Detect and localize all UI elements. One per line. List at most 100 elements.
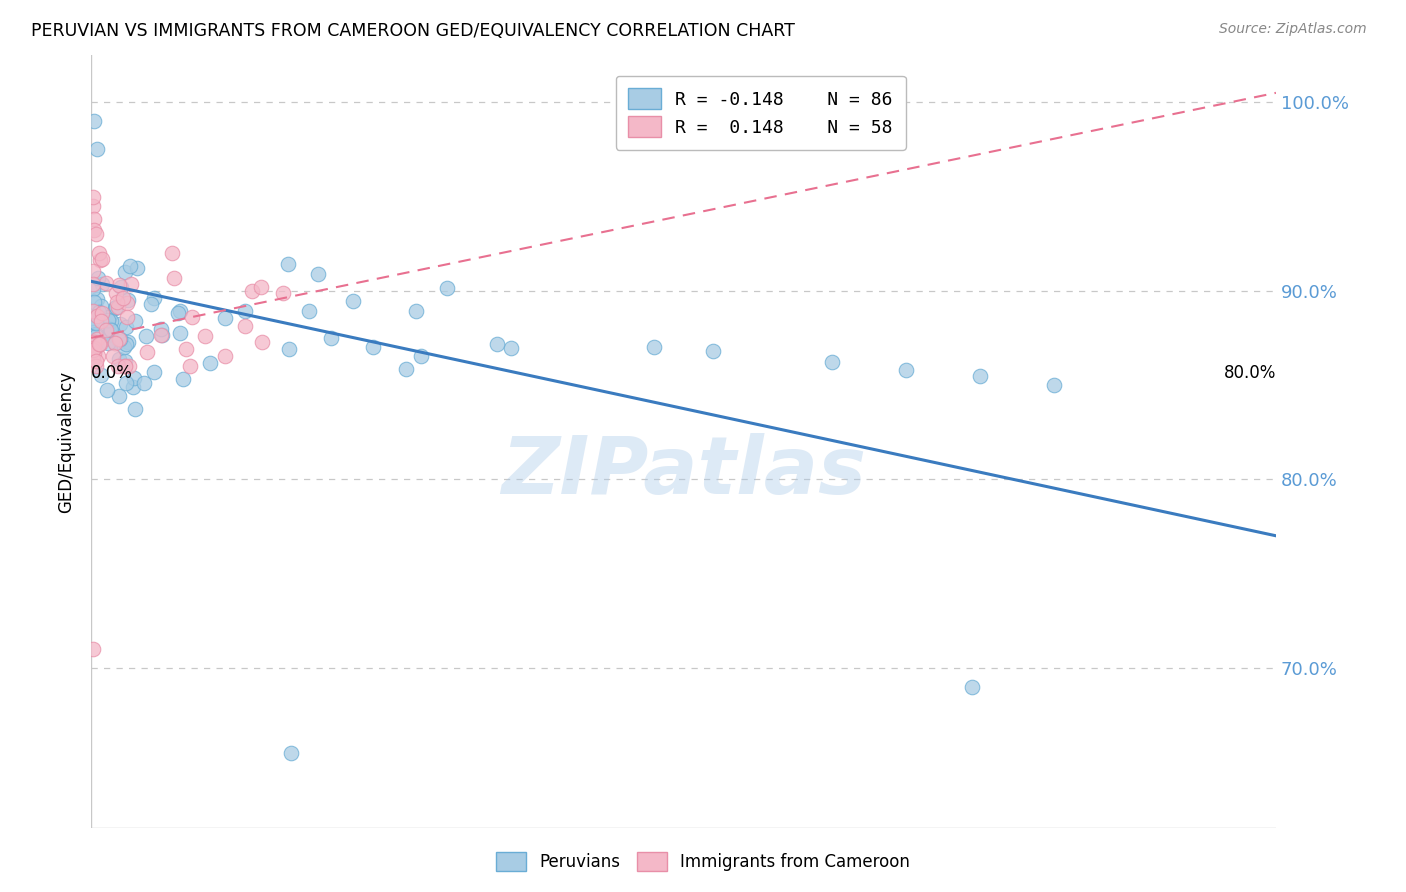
- Point: [82, 303, 104, 318]
- Point: [82, 343, 104, 357]
- Point: [150, 328, 173, 343]
- Text: PERUVIAN VS IMMIGRANTS FROM CAMEROON GED/EQUIVALENCY CORRELATION CHART: PERUVIAN VS IMMIGRANTS FROM CAMEROON GED…: [31, 22, 794, 40]
- Point: [94, 276, 117, 290]
- Point: [114, 359, 136, 373]
- Point: [124, 314, 146, 328]
- Point: [169, 326, 191, 340]
- Point: [179, 359, 201, 373]
- Point: [111, 291, 134, 305]
- Point: [214, 310, 236, 325]
- Point: [115, 319, 138, 334]
- Point: [150, 322, 173, 336]
- Legend: Peruvians, Immigrants from Cameroon: Peruvians, Immigrants from Cameroon: [488, 843, 918, 880]
- Point: [105, 286, 128, 301]
- Point: [84, 316, 107, 330]
- Point: [82, 341, 104, 355]
- Point: [104, 301, 127, 316]
- Point: [181, 310, 204, 324]
- Point: [117, 293, 139, 308]
- Point: [405, 303, 427, 318]
- Point: [83, 341, 105, 355]
- Point: [115, 337, 138, 351]
- Point: [105, 300, 128, 314]
- Point: [969, 368, 991, 383]
- Point: [89, 305, 111, 319]
- Point: [169, 304, 191, 318]
- Point: [307, 267, 329, 281]
- Point: [114, 353, 136, 368]
- Point: [176, 342, 198, 356]
- Point: [233, 318, 256, 333]
- Point: [135, 345, 157, 359]
- Point: [97, 327, 120, 342]
- Point: [83, 334, 105, 349]
- Point: [87, 349, 110, 363]
- Point: [90, 314, 112, 328]
- Point: [160, 246, 183, 260]
- Point: [110, 279, 132, 293]
- Point: [112, 340, 135, 354]
- Point: [83, 346, 105, 360]
- Point: [277, 343, 299, 357]
- Point: [84, 227, 107, 242]
- Point: [101, 349, 124, 363]
- Point: [436, 281, 458, 295]
- Point: [86, 328, 108, 343]
- Point: [82, 277, 104, 292]
- Point: [172, 372, 194, 386]
- Text: 0.0%: 0.0%: [91, 364, 134, 383]
- Point: [1043, 378, 1066, 392]
- Point: [124, 401, 146, 416]
- Point: [117, 335, 139, 350]
- Point: [298, 303, 321, 318]
- Point: [87, 270, 110, 285]
- Point: [198, 355, 221, 369]
- Point: [280, 746, 302, 760]
- Point: [194, 329, 217, 343]
- Point: [83, 212, 105, 227]
- Point: [235, 304, 257, 318]
- Text: 80.0%: 80.0%: [1223, 364, 1277, 383]
- Point: [342, 294, 364, 309]
- Point: [96, 383, 118, 397]
- Point: [395, 362, 418, 376]
- Point: [97, 313, 120, 327]
- Point: [84, 359, 107, 373]
- Point: [89, 252, 111, 267]
- Point: [83, 223, 105, 237]
- Point: [104, 335, 127, 350]
- Point: [82, 352, 104, 367]
- Point: [82, 305, 104, 319]
- Text: ZIPatlas: ZIPatlas: [501, 434, 866, 511]
- Point: [107, 300, 129, 314]
- Point: [702, 344, 724, 359]
- Point: [821, 355, 844, 369]
- Point: [250, 335, 273, 350]
- Point: [108, 334, 131, 348]
- Point: [125, 260, 148, 275]
- Point: [108, 332, 131, 346]
- Point: [82, 199, 104, 213]
- Point: [83, 114, 105, 128]
- Point: [163, 271, 186, 285]
- Point: [86, 310, 108, 324]
- Point: [108, 318, 131, 332]
- Point: [277, 257, 299, 271]
- Point: [107, 359, 129, 373]
- Point: [135, 329, 157, 343]
- Point: [149, 327, 172, 342]
- Point: [142, 291, 165, 305]
- Point: [122, 371, 145, 385]
- Point: [321, 331, 343, 345]
- Point: [103, 335, 125, 350]
- Point: [250, 280, 273, 294]
- Y-axis label: GED/Equivalency: GED/Equivalency: [58, 370, 75, 513]
- Point: [108, 332, 131, 346]
- Point: [115, 310, 138, 324]
- Point: [120, 259, 142, 273]
- Point: [83, 295, 105, 310]
- Point: [499, 341, 522, 355]
- Point: [214, 349, 236, 363]
- Point: [90, 277, 112, 292]
- Point: [90, 368, 112, 382]
